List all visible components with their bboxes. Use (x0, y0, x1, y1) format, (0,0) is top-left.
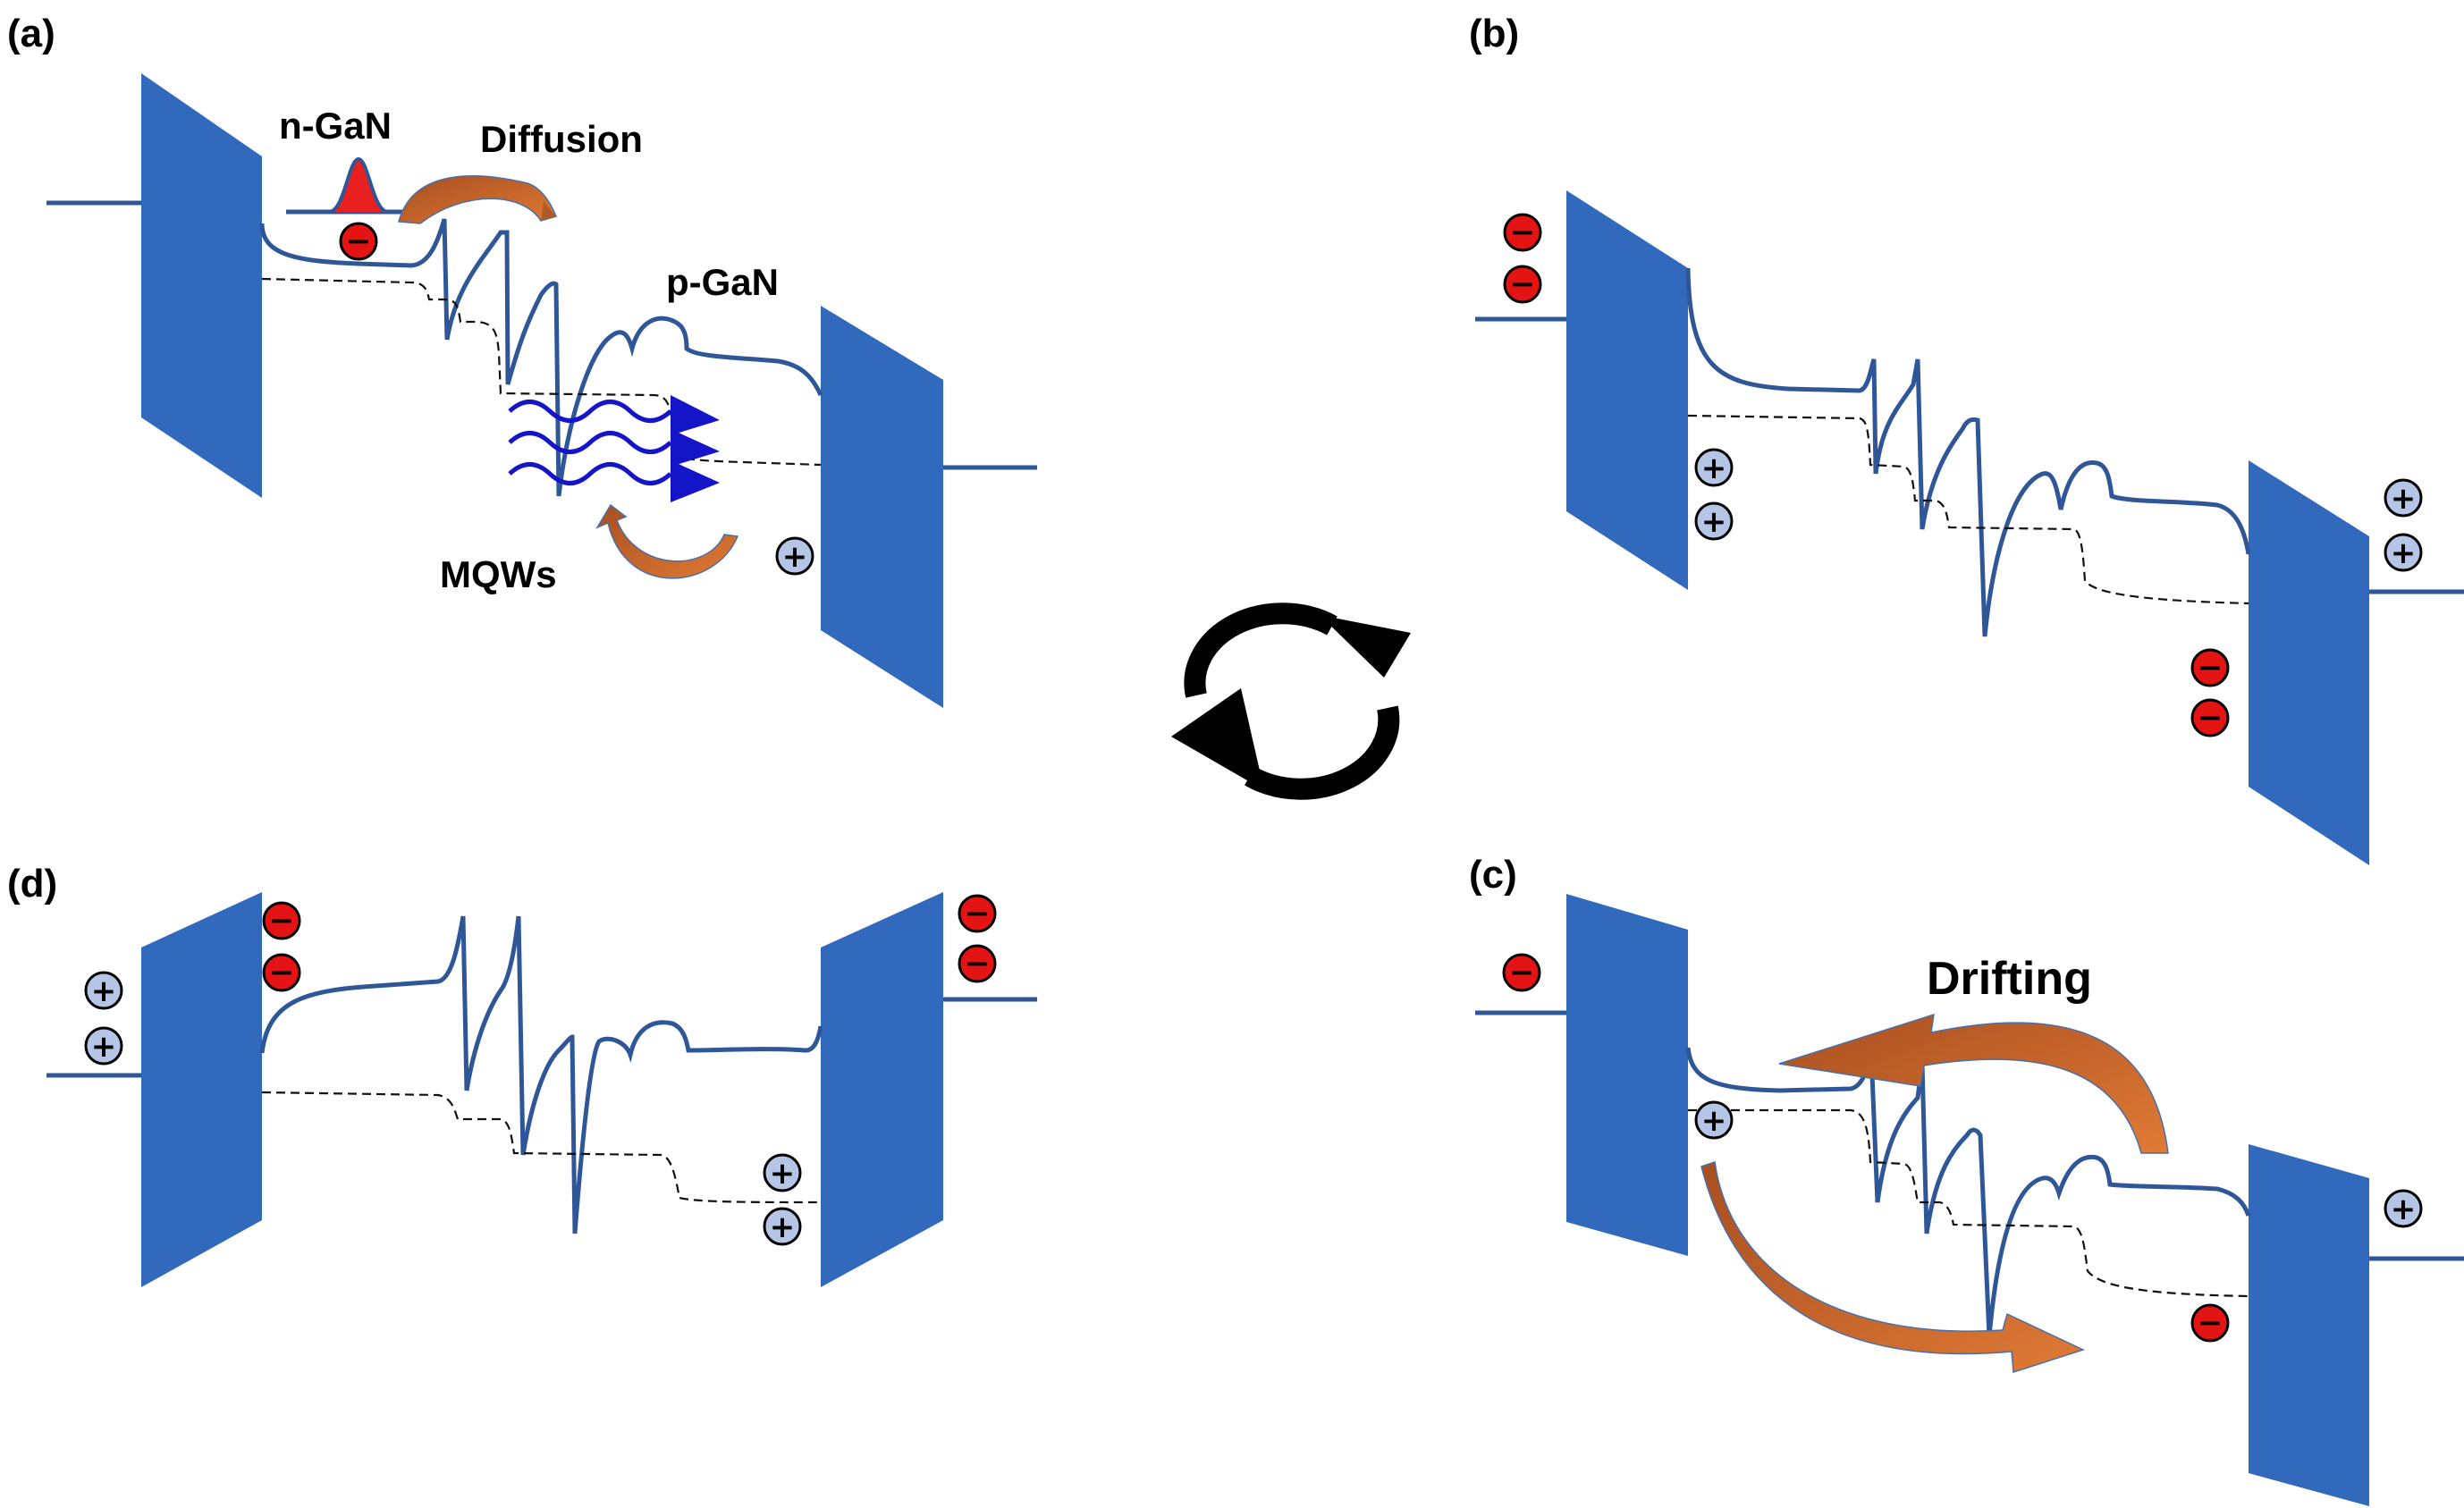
left-electrode (141, 73, 262, 498)
hole-icon: + (2384, 1189, 2423, 1228)
svg-text:+: + (2391, 1192, 2417, 1227)
svg-text:−: − (1510, 266, 1536, 302)
diffusion-arrow-icon (398, 175, 558, 224)
electron-icon: − (2190, 648, 2230, 687)
svg-text:−: − (965, 946, 991, 981)
hole-icon: + (2384, 533, 2423, 572)
right-electrode (2249, 1144, 2369, 1506)
hole-icon: + (775, 536, 814, 576)
svg-text:+: + (770, 1209, 796, 1245)
electron-icon: − (1502, 953, 1541, 992)
diffusion-label: Diffusion (480, 118, 643, 160)
panel-b-tag: (b) (1469, 12, 1519, 55)
electron-icon: − (958, 944, 997, 983)
left-electrode (1566, 894, 1688, 1256)
electron-icon: − (1503, 265, 1542, 304)
svg-text:+: + (1701, 451, 1727, 486)
fermi-quasi-level (261, 1091, 822, 1204)
panel-a: (a) n-GaN Diffusion p-GaN MQWs − (7, 12, 1037, 708)
panel-b: (b) − − + + + + (1469, 12, 2464, 865)
drifting-label: Drifting (1927, 953, 2092, 1005)
svg-text:−: − (2198, 650, 2224, 686)
svg-text:−: − (346, 223, 372, 259)
svg-text:−: − (1510, 215, 1536, 250)
hole-icon: + (84, 971, 123, 1010)
hole-icon: + (1694, 501, 1734, 541)
svg-text:+: + (1701, 1103, 1727, 1139)
emission-wave-icon (510, 395, 720, 502)
svg-text:−: − (965, 896, 991, 931)
hole-icon: + (84, 1026, 123, 1066)
svg-text:−: − (1509, 955, 1535, 990)
left-electrode (1566, 190, 1688, 590)
hole-icon: + (763, 1153, 802, 1192)
hole-icon: + (763, 1207, 802, 1246)
conduction-band (1685, 267, 2251, 637)
right-electrode (821, 892, 943, 1287)
electron-icon: − (262, 901, 301, 940)
cycle-arrows-icon (1171, 602, 1411, 800)
conduction-band (259, 915, 823, 1234)
electron-icon: − (2190, 698, 2230, 737)
svg-text:+: + (2391, 481, 2417, 517)
electron-icon: − (2190, 1303, 2230, 1343)
svg-text:+: + (1701, 504, 1727, 540)
svg-text:+: + (91, 1029, 117, 1065)
svg-text:−: − (2198, 700, 2224, 736)
conduction-band (1685, 1047, 2251, 1337)
electron-icon: − (262, 953, 301, 992)
hole-icon: + (1694, 1100, 1734, 1140)
mqw-hole-arrow-icon (595, 503, 739, 579)
conduction-band (259, 218, 823, 497)
electron-icon: − (958, 894, 997, 933)
electron-icon: − (1503, 213, 1542, 252)
panel-d-tag: (d) (7, 862, 57, 906)
right-electrode (2249, 460, 2369, 865)
svg-text:+: + (770, 1156, 796, 1192)
svg-text:−: − (269, 903, 295, 939)
svg-text:−: − (2198, 1305, 2224, 1341)
svg-text:+: + (2391, 535, 2417, 571)
panel-a-tag: (a) (7, 12, 55, 55)
drift-electron-arrow-icon (1778, 1013, 2169, 1154)
left-electrode (141, 892, 262, 1287)
right-electrode (821, 306, 943, 708)
drift-hole-arrow-icon (1700, 1161, 2086, 1374)
electron-icon: − (339, 222, 378, 261)
hole-icon: + (1694, 448, 1734, 487)
p-gan-label: p-GaN (666, 261, 779, 303)
panel-c-tag: (c) (1469, 853, 1517, 897)
hole-icon: + (2384, 478, 2423, 518)
fermi-quasi-level (261, 277, 822, 467)
fermi-quasi-level (1688, 1108, 2249, 1298)
mqws-label: MQWs (440, 553, 557, 595)
svg-text:+: + (782, 539, 808, 575)
panel-d: (d) + + − − − − (7, 862, 1037, 1287)
svg-text:−: − (269, 955, 295, 990)
n-gan-label: n-GaN (279, 105, 392, 147)
gaussian-distribution-icon (329, 159, 388, 212)
fermi-quasi-level (1687, 414, 2249, 605)
panel-c: (c) Drifting − + + − (1469, 853, 2464, 1506)
svg-text:+: + (91, 973, 117, 1009)
